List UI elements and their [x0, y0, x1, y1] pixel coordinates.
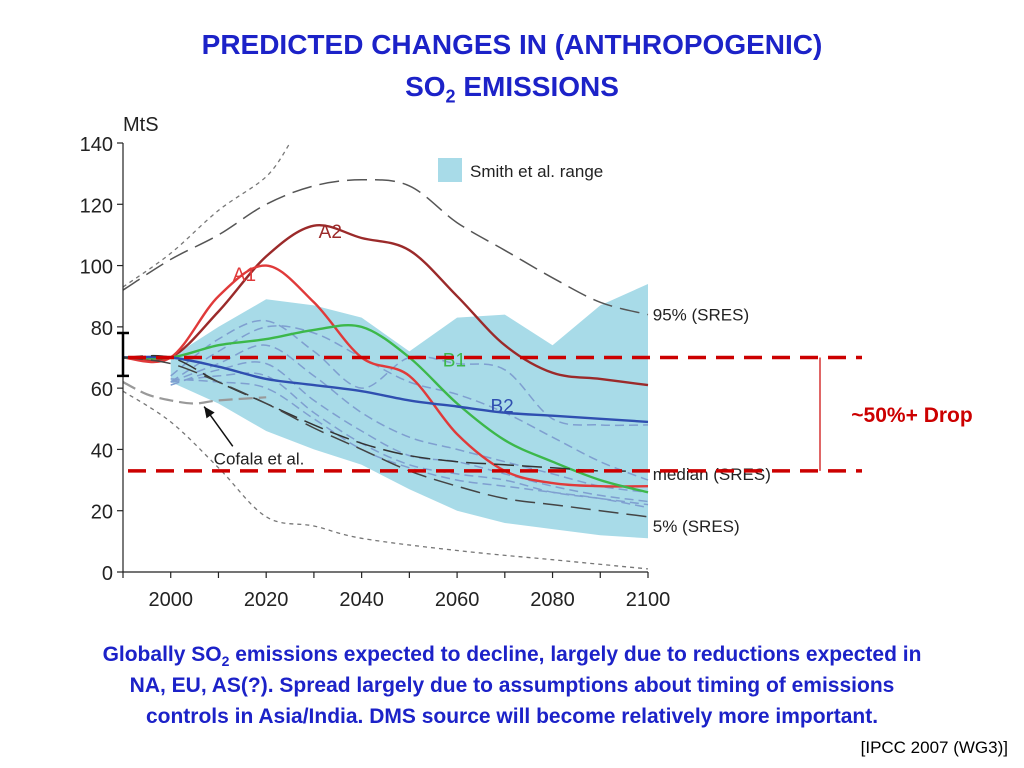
caption-line1: Globally SO2 emissions expected to decli… [102, 643, 922, 670]
y-tick-label: 80 [91, 318, 113, 340]
series-line-a2 [122, 224, 649, 387]
cofala-arrow-head [204, 406, 215, 419]
x-tick-label: 2040 [339, 589, 384, 611]
annotation-95-sres: 95% (SRES) [653, 306, 749, 325]
y-tick-label: 0 [102, 563, 113, 585]
annotation-median-sres: median (SRES) [653, 465, 771, 484]
envelope-line-1 [122, 142, 291, 288]
x-tick-label: 2060 [435, 589, 480, 611]
y-tick-label: 60 [91, 379, 113, 401]
caption-line3: controls in Asia/India. DMS source will … [145, 705, 879, 728]
scenario-dash-line-1 [170, 325, 649, 481]
legend-label: Smith et al. range [470, 162, 603, 181]
y-axis-label: MtS [123, 114, 159, 136]
annotation-cofala-et-al: Cofala et al. [214, 450, 305, 469]
legend-swatch [438, 158, 462, 182]
x-tick-label: 2020 [244, 589, 289, 611]
y-tick-label: 140 [80, 134, 113, 156]
envelope-line-2 [122, 390, 649, 570]
annotation-a2: A2 [319, 222, 342, 243]
x-tick-label: 2000 [148, 589, 193, 611]
y-tick-label: 40 [91, 440, 113, 462]
y-tick-label: 120 [80, 195, 113, 217]
annotation-a1: A1 [233, 265, 256, 286]
slide-title-line2: SO2 EMISSIONS [405, 71, 619, 107]
y-tick-label: 100 [80, 257, 113, 279]
series-line-b2 [122, 355, 649, 424]
source-citation: [IPCC 2007 (WG3)] [860, 738, 1008, 757]
series-line-a1 [122, 264, 649, 488]
series-line-95-sres [122, 178, 649, 316]
x-tick-label: 2100 [626, 589, 671, 611]
annotation-5-sres: 5% (SRES) [653, 517, 740, 536]
drop-label: ~50%+ Drop [851, 404, 972, 427]
scenario-dash-line-3 [170, 344, 649, 494]
series-line-5-sres [122, 356, 649, 518]
scenario-dash-line-4 [170, 361, 649, 503]
y-tick-label: 20 [91, 502, 113, 524]
caption-line2: NA, EU, AS(?). Spread largely due to ass… [129, 674, 895, 697]
annotation-b1: B1 [443, 351, 466, 372]
series-line-cofala-et-al [122, 381, 267, 405]
series-line-b1 [122, 323, 649, 494]
annotation-b2: B2 [491, 397, 514, 418]
x-tick-label: 2080 [530, 589, 575, 611]
smith-range-band [170, 283, 648, 539]
scenario-dash-line-6 [170, 378, 649, 509]
slide-title-line1: PREDICTED CHANGES IN (ANTHROPOGENIC) [201, 29, 823, 60]
